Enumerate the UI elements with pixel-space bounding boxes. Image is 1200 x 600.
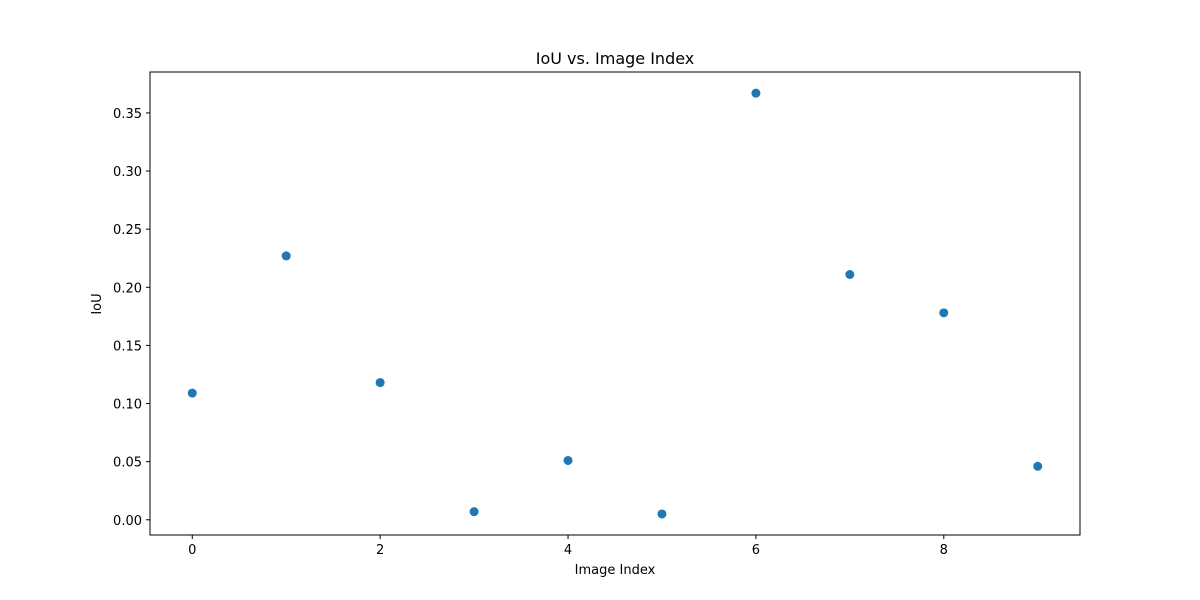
x-tick-label: 0 [188,543,196,558]
data-points [187,88,1043,519]
x-tick-label: 8 [940,543,948,558]
plot-area [149,71,1081,536]
data-point [751,88,761,98]
x-tick-label: 4 [564,543,572,558]
data-point [281,251,291,261]
x-tick-label: 2 [376,543,384,558]
data-point [563,455,573,465]
data-point [187,388,197,398]
y-axis: 0.00 0.05 0.10 0.15 0.20 0.25 0.30 0.35 [113,107,150,529]
x-tick-label: 6 [752,543,760,558]
data-point [657,509,667,519]
data-point [939,308,949,318]
data-point [375,378,385,388]
x-axis: 0 2 4 6 8 [188,535,948,558]
y-tick-label: 0.35 [113,107,142,122]
y-tick-label: 0.25 [113,223,142,238]
data-point [469,507,479,517]
x-axis-title: Image Index [575,563,656,578]
y-tick-label: 0.20 [113,281,142,296]
y-tick-label: 0.30 [113,165,142,180]
data-point [1033,461,1043,471]
y-tick-label: 0.05 [113,456,142,471]
y-axis-title: IoU [90,293,105,314]
chart-title: IoU vs. Image Index [536,49,695,68]
y-tick-label: 0.00 [113,514,142,529]
y-tick-label: 0.10 [113,398,142,413]
data-point [845,269,855,279]
y-tick-label: 0.15 [113,339,142,354]
